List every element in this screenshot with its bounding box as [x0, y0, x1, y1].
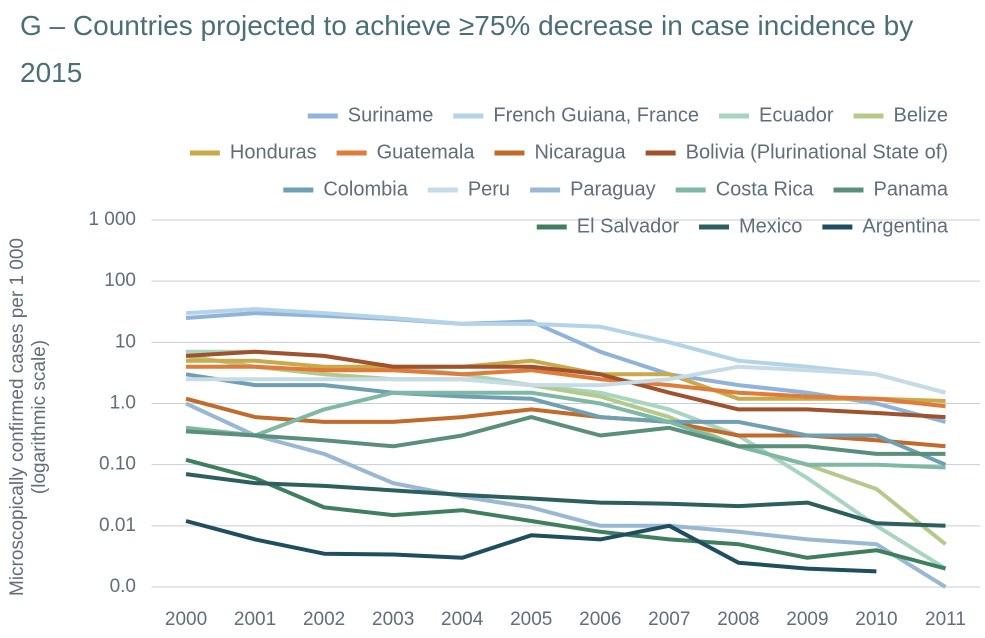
legend-label: Honduras	[230, 141, 317, 163]
y-tick-label: 100	[104, 270, 136, 291]
y-tick-label: 0.01	[99, 515, 136, 536]
series-line	[185, 415, 946, 456]
legend-label: Ecuador	[759, 104, 834, 126]
y-axis-label: (logarithmic scale)	[29, 340, 50, 494]
legend-item: Honduras	[189, 141, 317, 163]
legend-label: Belize	[894, 104, 948, 126]
legend-label: El Salvador	[577, 215, 680, 237]
x-tick-label: 2008	[717, 609, 759, 630]
chart-title: G – Countries projected to achieve ≥75% …	[20, 10, 914, 88]
y-tick-label: 0.0	[110, 576, 136, 597]
legend-item: Peru	[427, 178, 510, 200]
x-tick-label: 2011	[925, 609, 966, 630]
legend-label: Panama	[874, 178, 949, 200]
legend-item: Nicaragua	[494, 141, 627, 163]
legend-label: Colombia	[323, 178, 408, 200]
legend-item: Panama	[833, 178, 949, 200]
legend-label: Bolivia (Plurinational State of)	[686, 141, 948, 163]
series-line	[186, 364, 947, 395]
legend-item: Argentina	[822, 215, 949, 237]
x-tick-label: 2003	[372, 609, 414, 630]
legend-label: Mexico	[739, 215, 802, 237]
y-tick-label: 1.0	[110, 393, 136, 414]
legend-item: Guatemala	[336, 141, 476, 163]
y-tick-label: 10	[115, 331, 136, 352]
legend-item: Paraguay	[530, 178, 656, 200]
legend-item: El Salvador	[536, 215, 680, 237]
legend-item: French Guiana, France	[453, 104, 699, 126]
legend-item: Suriname	[307, 104, 434, 126]
series-line	[185, 311, 947, 424]
legend-label: Suriname	[348, 104, 434, 126]
series-line	[185, 519, 877, 574]
y-axis-label: Microscopically confirmed cases per 1 00…	[7, 238, 28, 596]
x-tick-label: 2001	[234, 609, 276, 630]
y-tick-label: 0.10	[99, 454, 136, 475]
y-tick-label: 1 000	[88, 209, 136, 230]
legend-label: Costa Rica	[716, 178, 815, 200]
legend-item: Colombia	[283, 178, 409, 200]
series-line	[186, 364, 946, 409]
series-line	[185, 472, 946, 528]
series-line	[185, 307, 947, 395]
legend-label: Argentina	[862, 215, 948, 237]
legend-label: Paraguay	[570, 178, 656, 200]
legend-label: Nicaragua	[534, 141, 626, 163]
legend-label: French Guiana, France	[493, 104, 699, 126]
x-tick-label: 2009	[786, 609, 828, 630]
legend-item: Mexico	[699, 215, 802, 237]
x-tick-label: 2006	[579, 609, 621, 630]
legend-item: Costa Rica	[675, 178, 815, 200]
series-line	[185, 401, 947, 589]
series-line	[185, 372, 947, 467]
x-tick-label: 2005	[510, 609, 552, 630]
series-line	[185, 457, 947, 571]
series-line	[185, 353, 947, 546]
series-line	[185, 349, 946, 420]
legend-label: Peru	[468, 178, 510, 200]
x-tick-label: 2002	[303, 609, 345, 630]
series-line	[185, 390, 946, 470]
legend-item: Ecuador	[719, 104, 834, 126]
x-tick-label: 2004	[441, 609, 484, 630]
legend-item: Bolivia (Plurinational State of)	[645, 141, 948, 163]
y-axis-label-group: Microscopically confirmed cases per 1 00…	[7, 238, 50, 596]
legend-item: Belize	[853, 104, 948, 126]
x-tick-label: 2007	[648, 609, 690, 630]
legend-label: Guatemala	[377, 141, 476, 163]
x-tick-label: 2000	[165, 609, 207, 630]
x-tick-label: 2010	[855, 609, 897, 630]
